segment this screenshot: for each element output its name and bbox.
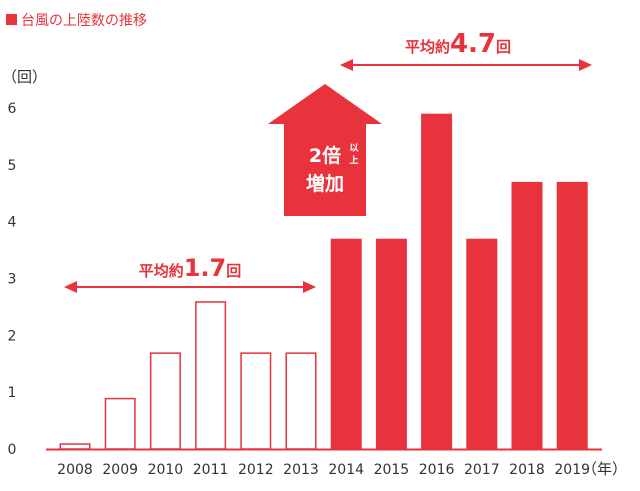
y-axis-label: （回） [2, 68, 47, 86]
x-tick-label: 2013 [283, 462, 319, 478]
period2-range-arrow [340, 59, 592, 71]
bar-2012 [240, 352, 272, 450]
title-square-icon [6, 14, 17, 25]
x-tick-label: 2012 [238, 462, 274, 478]
period2-value: 4.7 [450, 29, 496, 59]
bar-2017 [466, 238, 498, 449]
y-tick-label: 6 [8, 101, 17, 117]
x-tick-label: 2008 [57, 462, 93, 478]
y-tick-label: 4 [8, 215, 17, 231]
x-tick-label: 2019 [554, 462, 590, 478]
bar-2018 [511, 181, 543, 449]
x-tick-label: 2016 [419, 462, 455, 478]
x-tick-label: 2017 [464, 462, 500, 478]
period1-range-arrow [64, 281, 316, 293]
period2-suffix: 回 [496, 38, 511, 56]
arrow-label-small-top: 以 [349, 143, 358, 154]
period1-prefix: 平均約 [139, 262, 184, 280]
bar-2015 [375, 238, 407, 449]
bar-2010 [149, 352, 181, 450]
x-axis-label: （年） [582, 460, 627, 478]
bar-2009 [104, 397, 136, 450]
period1-value: 1.7 [184, 254, 227, 282]
bar-2014 [330, 238, 362, 449]
period2-average-label: 平均約4.7回 [405, 29, 511, 59]
bar-2011 [195, 301, 227, 450]
arrow-label-bottom: 増加 [306, 172, 344, 195]
arrow-label-small-bottom: 上 [349, 154, 358, 166]
chart-title: 台風の上陸数の推移 [21, 13, 147, 29]
y-tick-label: 3 [8, 272, 17, 288]
bar-2019 [556, 181, 588, 449]
y-tick-label: 1 [8, 385, 17, 401]
x-tick-label: 2010 [148, 462, 184, 478]
arrow-label-top: 2倍 [309, 144, 341, 167]
y-tick-label: 2 [8, 328, 17, 344]
y-tick-label: 0 [8, 442, 17, 458]
x-tick-label: 2018 [509, 462, 545, 478]
y-tick-label: 5 [8, 158, 17, 174]
increase-up-arrow-icon [268, 84, 382, 216]
x-tick-label: 2009 [102, 462, 138, 478]
x-tick-label: 2011 [193, 462, 229, 478]
period1-average-label: 平均約1.7回 [139, 254, 242, 282]
x-tick-label: 2014 [328, 462, 364, 478]
period1-suffix: 回 [226, 262, 241, 280]
bar-2008 [59, 443, 91, 450]
x-tick-label: 2015 [374, 462, 410, 478]
period2-prefix: 平均約 [405, 38, 450, 56]
bar-2013 [285, 352, 317, 450]
bar-2016 [421, 113, 453, 449]
